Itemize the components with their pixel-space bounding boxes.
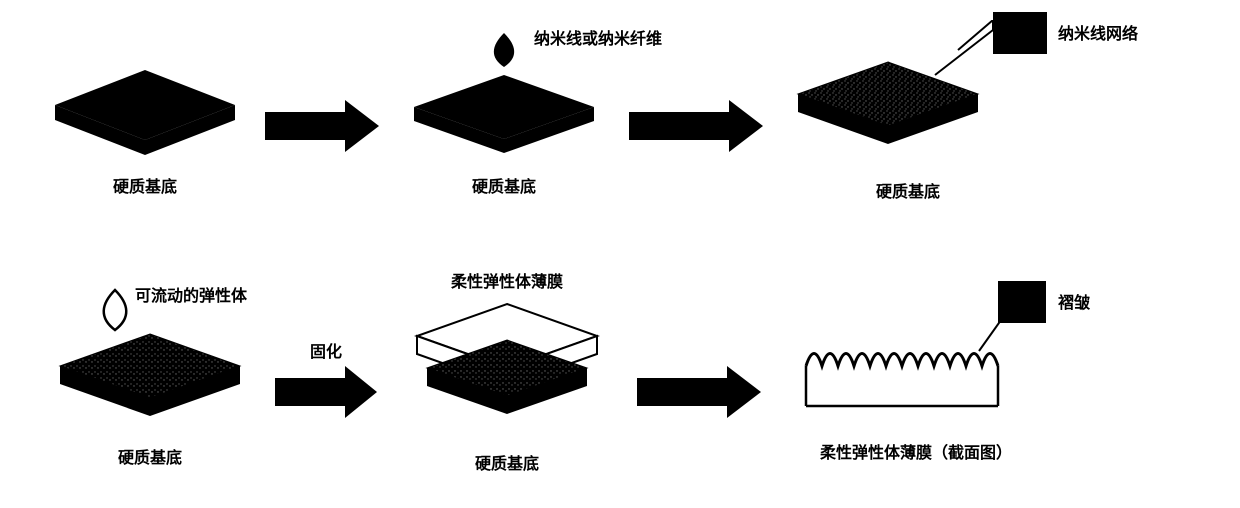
process-row-2: 可流动的弹性体 硬质基底 固化 柔性弹性体薄膜 xyxy=(40,310,1240,474)
row1-step1: 硬质基底 xyxy=(40,55,250,197)
row2-step3: 褶皱 柔性弹性体薄膜（截面图） xyxy=(776,321,1056,463)
process-row-1: 硬质基底 纳米线或纳米纤维 硬质基底 纳米线网络 xyxy=(40,50,1240,202)
curing-arrow-label: 固化 xyxy=(310,338,342,362)
row1-step2-caption: 硬质基底 xyxy=(472,173,536,197)
row2-step3-caption: 柔性弹性体薄膜（截面图） xyxy=(820,439,1012,463)
row2-arrow-1: 固化 xyxy=(275,366,377,418)
row1-arrow-2 xyxy=(629,100,763,152)
row1-arrow-1 xyxy=(265,100,379,152)
row2-arrow-2 xyxy=(637,366,761,418)
row1-step1-caption: 硬质基底 xyxy=(113,173,177,197)
row2-step2: 柔性弹性体薄膜 硬质基底 xyxy=(392,310,622,474)
wrinkle-cross-section-icon xyxy=(781,311,1051,421)
textured-slab-hollow-drop-icon xyxy=(45,286,255,426)
wrinkle-label: 褶皱 xyxy=(1058,289,1090,313)
elastomer-drop-label: 可流动的弹性体 xyxy=(135,282,247,306)
row2-step1: 可流动的弹性体 硬质基底 xyxy=(40,316,260,468)
nanowire-network-callout-box xyxy=(993,12,1047,54)
flexible-film-top-label: 柔性弹性体薄膜 xyxy=(451,268,563,292)
row1-step2: 纳米线或纳米纤维 硬质基底 xyxy=(394,55,614,197)
nanowire-drop-label: 纳米线或纳米纤维 xyxy=(534,25,662,49)
nanowire-network-label: 纳米线网络 xyxy=(1058,20,1138,44)
row1-step3-caption: 硬质基底 xyxy=(876,178,940,202)
slab-clear-film-icon xyxy=(397,292,617,432)
row2-step2-caption: 硬质基底 xyxy=(475,450,539,474)
row1-step3: 纳米线网络 硬质基底 xyxy=(778,50,1038,202)
wrinkle-callout-box xyxy=(998,281,1046,323)
solid-slab-icon xyxy=(45,55,245,155)
row2-step1-caption: 硬质基底 xyxy=(118,444,182,468)
